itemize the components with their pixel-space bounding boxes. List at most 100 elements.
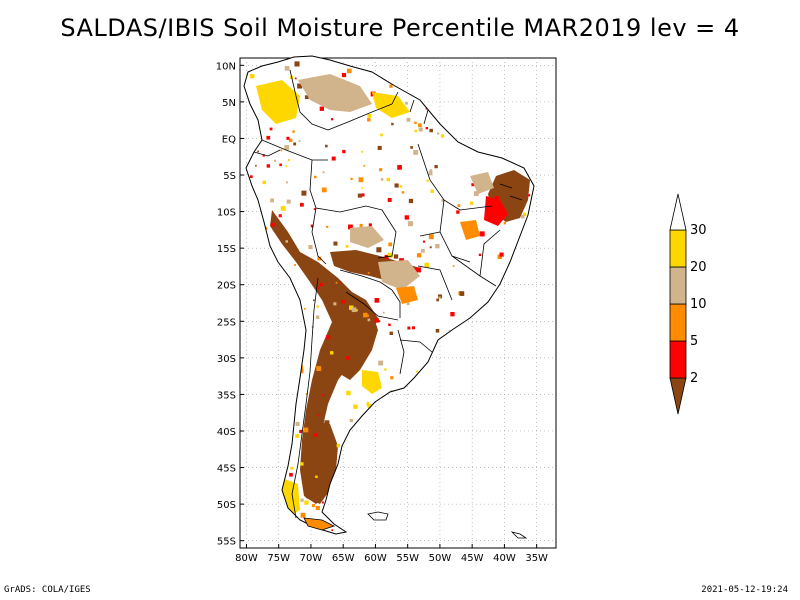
colorbar-label: 2 bbox=[690, 371, 698, 386]
guiana-yellow bbox=[372, 92, 410, 118]
moisture-speckle bbox=[295, 421, 300, 426]
moisture-speckle bbox=[285, 181, 288, 184]
colorbar-max-triangle bbox=[669, 193, 687, 231]
moisture-speckle bbox=[300, 462, 304, 466]
moisture-speckle bbox=[316, 305, 319, 308]
border-colombia-peru bbox=[261, 139, 328, 161]
moisture-speckle bbox=[389, 331, 393, 335]
moisture-speckle bbox=[393, 254, 399, 259]
moisture-speckle bbox=[390, 376, 394, 380]
moisture-speckle bbox=[314, 175, 317, 179]
moisture-speckle bbox=[374, 297, 380, 303]
lat-tick-label: 10N bbox=[216, 61, 236, 72]
bolivia-tan bbox=[350, 226, 384, 248]
moisture-speckle bbox=[420, 248, 425, 253]
moisture-speckle bbox=[331, 529, 334, 532]
moisture-speckle bbox=[345, 244, 349, 248]
colorbar-segment bbox=[669, 229, 687, 268]
border-brazil-states bbox=[417, 143, 523, 301]
lat-tick-label: 35S bbox=[217, 390, 236, 401]
moisture-speckle bbox=[355, 309, 358, 312]
moisture-speckle bbox=[322, 394, 325, 397]
moisture-speckle bbox=[407, 326, 411, 330]
moisture-speckle bbox=[416, 370, 418, 373]
moisture-speckle bbox=[382, 311, 385, 314]
moisture-speckle bbox=[304, 308, 306, 310]
colorbar: 2 5 10 20 30 bbox=[669, 193, 707, 415]
moisture-speckle bbox=[284, 65, 290, 71]
colorbar-label: 5 bbox=[690, 334, 698, 349]
moisture-speckle bbox=[315, 315, 320, 319]
moisture-speckle bbox=[257, 150, 260, 153]
moisture-speckle bbox=[494, 196, 500, 201]
northeast-red bbox=[484, 196, 508, 226]
moisture-speckle bbox=[279, 163, 282, 167]
falkland-islands bbox=[367, 511, 389, 521]
moisture-speckle bbox=[429, 128, 433, 133]
moisture-speckle bbox=[499, 252, 504, 257]
colorbar-min-triangle bbox=[669, 377, 687, 415]
colorbar-segment bbox=[669, 266, 687, 305]
moisture-speckle bbox=[325, 438, 329, 443]
lon-tick-label: 80W bbox=[235, 553, 258, 564]
lat-tick-label: EQ bbox=[222, 134, 236, 145]
moisture-speckle bbox=[418, 123, 422, 127]
moisture-speckle bbox=[284, 145, 290, 150]
border-guianas bbox=[391, 91, 429, 125]
moisture-speckle bbox=[410, 146, 413, 149]
moisture-speckle bbox=[416, 253, 422, 258]
footer-timestamp: 2021-05-12-19:24 bbox=[701, 585, 788, 595]
lon-tick-label: 55W bbox=[396, 553, 419, 564]
moisture-speckle bbox=[270, 222, 275, 227]
moisture-speckle bbox=[401, 191, 405, 194]
lat-tick-label: 5S bbox=[223, 171, 236, 182]
border-bolivia-paraguay bbox=[339, 269, 393, 291]
moisture-speckle bbox=[330, 118, 334, 121]
moisture-speckle bbox=[321, 187, 327, 193]
moisture-speckle bbox=[349, 418, 354, 423]
lat-tick-label: 50S bbox=[217, 500, 236, 511]
moisture-speckle bbox=[319, 106, 325, 111]
moisture-speckle bbox=[298, 140, 301, 142]
moisture-speckle bbox=[293, 142, 297, 146]
pampas-yellow bbox=[362, 370, 382, 394]
moisture-speckle bbox=[378, 360, 384, 366]
moisture-speckle bbox=[341, 299, 345, 304]
lat-tick-label: 40S bbox=[217, 427, 236, 438]
moisture-speckle bbox=[350, 177, 353, 180]
border-paraguay-argentina bbox=[345, 291, 399, 321]
moisture-speckle bbox=[407, 221, 414, 227]
moisture-speckle bbox=[438, 296, 441, 299]
moisture-speckle bbox=[361, 150, 363, 153]
moisture-speckle bbox=[335, 281, 338, 284]
moisture-speckle bbox=[351, 307, 357, 313]
colorbar-segment bbox=[669, 303, 687, 342]
lat-tick-label: 30S bbox=[217, 354, 236, 365]
colorbar-label: 20 bbox=[690, 260, 707, 275]
moisture-speckle bbox=[437, 294, 442, 299]
border-peru-brazil bbox=[309, 159, 341, 213]
moisture-speckle bbox=[380, 178, 384, 181]
moisture-speckle bbox=[367, 118, 371, 122]
moisture-speckle bbox=[388, 242, 393, 247]
moisture-speckle bbox=[349, 305, 354, 310]
moisture-speckle bbox=[452, 265, 455, 267]
lon-tick-label: 65W bbox=[332, 553, 355, 564]
moisture-speckle bbox=[408, 198, 414, 204]
patagonia-dry bbox=[302, 420, 338, 504]
south-georgia bbox=[510, 531, 528, 539]
moisture-speckle bbox=[317, 414, 320, 417]
moisture-speckle bbox=[361, 187, 364, 189]
moisture-speckle bbox=[368, 223, 372, 227]
moisture-speckle bbox=[391, 122, 394, 126]
moisture-speckle bbox=[255, 164, 257, 167]
moisture-speckle bbox=[387, 252, 393, 258]
moisture-speckle bbox=[376, 247, 382, 253]
moisture-speckle bbox=[367, 318, 371, 322]
moisture-speckle bbox=[389, 84, 393, 88]
moisture-speckle bbox=[342, 149, 346, 154]
moisture-speckle bbox=[319, 282, 323, 287]
moisture-speckle bbox=[425, 126, 429, 130]
moisture-speckle bbox=[315, 505, 320, 511]
lon-tick-label: 50W bbox=[429, 553, 452, 564]
